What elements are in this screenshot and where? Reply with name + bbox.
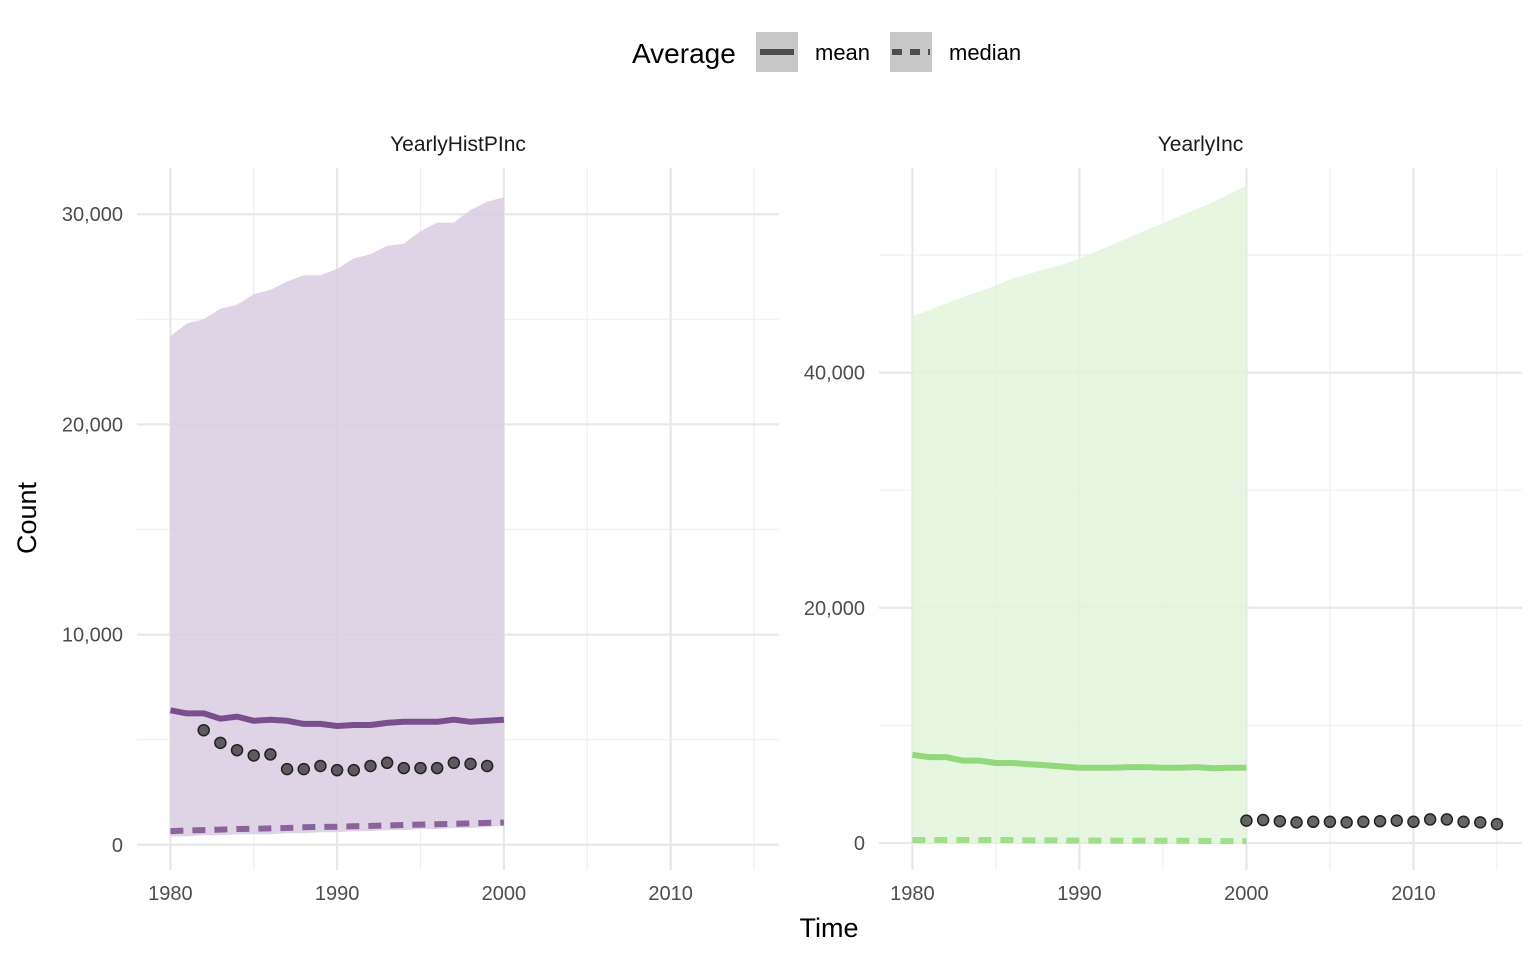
data-point [1357,815,1370,829]
data-point [1290,816,1303,829]
panel-yearlyinc: YearlyInc 1980 1990 2000 2010 0 20,000 40,000 [804,133,1522,905]
x-tick-label: 2010 [648,883,693,905]
data-point [1440,813,1454,826]
data-point [1490,817,1504,831]
data-point [230,743,244,757]
y-tick-label: 20,000 [62,414,123,436]
data-point [397,761,411,775]
data-point [464,757,477,771]
y-tick-label: 20,000 [804,598,865,620]
data-point [480,759,494,773]
panel-yearlyhistpinc: YearlyHistPInc 1980 1990 2000 2010 0 10,000 20,… [62,133,779,905]
data-point [330,763,344,777]
data-point [1256,813,1270,827]
data-point [1473,816,1487,829]
data-point [347,763,361,777]
data-point [197,723,210,737]
data-point [380,756,394,770]
facet-title: YearlyInc [1158,133,1244,156]
data-point [247,749,260,762]
y-tick-label: 30,000 [62,204,123,226]
y-tick-label: 0 [854,833,865,855]
series-line-median [912,837,1247,845]
data-point [414,761,427,775]
x-tick-label: 2000 [482,883,527,905]
data-point [297,762,311,776]
legend-title: Average [632,38,736,69]
y-tick-label: 40,000 [804,363,865,385]
x-axis-title: Time [800,913,859,943]
data-point [280,762,294,776]
data-point [1240,814,1253,827]
data-point [1306,815,1320,829]
y-axis-title: Count [12,481,42,554]
x-tick-label: 1990 [315,883,360,905]
x-tick-label: 1980 [148,883,193,905]
data-point [1423,813,1437,826]
data-point [1457,815,1470,829]
x-tick-label: 2000 [1224,883,1269,905]
series-line-mean [911,751,1247,772]
data-point [1390,814,1403,827]
range-band [912,185,1247,844]
data-point [447,756,461,770]
legend-label-median: median [949,40,1021,65]
data-point [1273,814,1287,828]
legend-label-mean: mean [815,40,870,65]
facet-title: YearlyHistPInc [390,133,526,156]
data-point [1407,815,1420,829]
data-point [264,748,277,761]
series-line-median [170,819,504,835]
data-point [430,761,444,775]
data-point [364,759,377,773]
y-tick-label: 10,000 [62,625,123,647]
y-tick-label: 0 [112,835,123,857]
series-line-mean [169,707,505,729]
range-band [170,197,504,837]
x-tick-label: 2010 [1391,883,1436,905]
x-tick-label: 1990 [1057,883,1102,905]
data-point [1323,815,1337,829]
data-point [214,736,227,750]
data-point [1340,816,1353,829]
data-point [314,759,327,773]
legend: Average mean median [632,32,1021,72]
x-tick-label: 1980 [890,883,935,905]
data-point [1373,814,1387,828]
